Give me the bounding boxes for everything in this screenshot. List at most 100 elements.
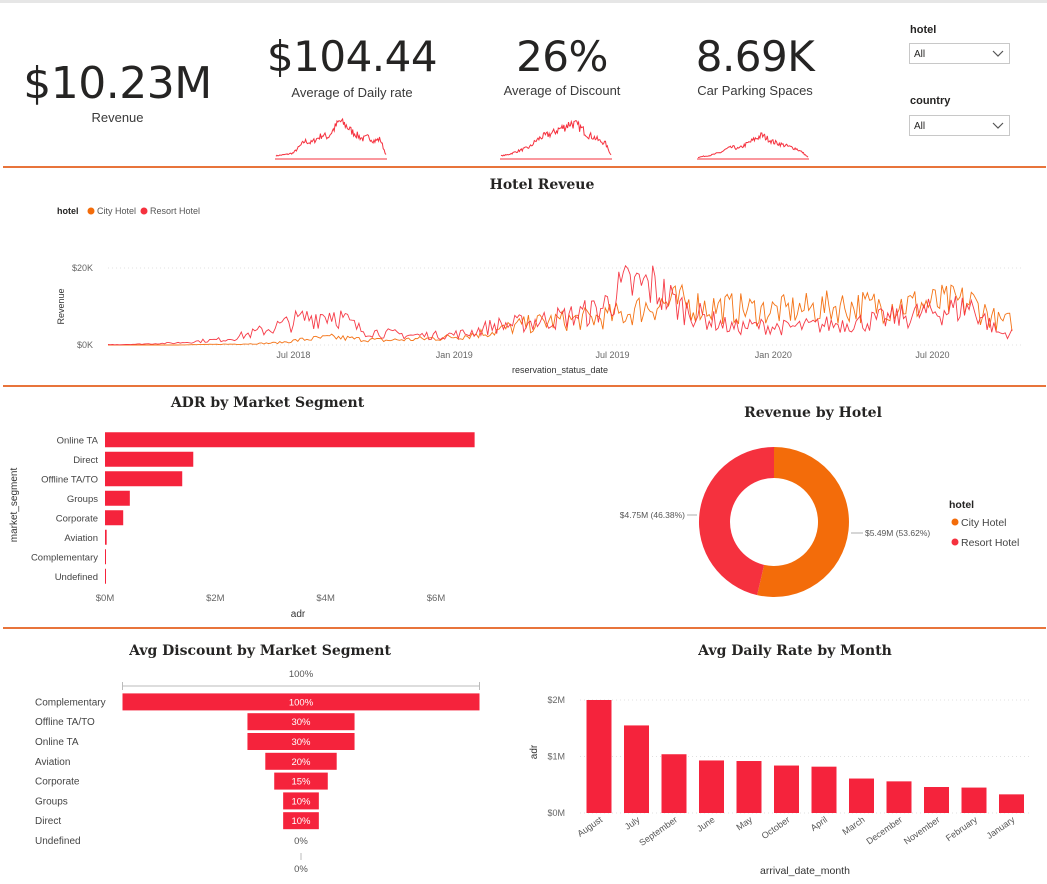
x-tick-label: Jan 2020 (755, 350, 792, 360)
bar (624, 725, 649, 813)
pie-data-label: $5.49M (53.62%) (865, 528, 930, 538)
x-axis-label: reservation_status_date (512, 365, 608, 375)
funnel-category-label: Corporate (35, 777, 80, 788)
bar (105, 510, 124, 526)
bar (961, 787, 987, 813)
legend-title: hotel (57, 206, 79, 216)
bar (886, 781, 912, 813)
y-tick-label: $1M (547, 752, 565, 762)
country-slicer-value: All (914, 121, 926, 132)
x-tick-label: April (809, 814, 829, 833)
bar-category-label: Corporate (56, 513, 98, 524)
hotel-revenue-title: Hotel Reveue (489, 177, 595, 193)
funnel-category-label: Aviation (35, 757, 70, 768)
funnel-data-label: 20% (291, 757, 311, 768)
discount-value: 26% (516, 32, 608, 81)
funnel-bar (265, 752, 337, 770)
funnel-bar (283, 792, 319, 810)
daily-rate-label: Average of Daily rate (291, 85, 413, 100)
country-slicer-dropdown[interactable]: All (909, 115, 1010, 136)
bar (105, 529, 107, 545)
revenue-hotel-chart: $5.49M (53.62%) $4.75M (46.38%) hotel City … (620, 447, 1019, 597)
legend-label: City Hotel (961, 517, 1007, 529)
x-tick-label: Jan 2019 (436, 350, 473, 360)
bar (849, 778, 874, 813)
y-tick-label: $2M (547, 695, 565, 705)
funnel-data-label: 10% (291, 816, 311, 827)
sparkline-series (697, 132, 809, 158)
funnel-bottom-label: 0% (294, 864, 308, 875)
x-tick-label: $0M (96, 593, 115, 604)
x-tick-label: July (623, 814, 642, 832)
legend-label: City Hotel (97, 206, 136, 216)
funnel-data-label: 100% (289, 697, 314, 708)
x-tick-label: Jul 2018 (276, 350, 310, 360)
x-tick-label: August (575, 814, 604, 839)
chevron-down-icon (992, 50, 1004, 57)
hotel-slicer-value: All (914, 49, 926, 60)
pie-data-label: $4.75M (46.38%) (620, 510, 685, 520)
bar (661, 754, 687, 813)
funnel-category-label: Direct (35, 816, 61, 827)
bar (105, 471, 183, 487)
bar (924, 787, 949, 813)
series-line-city-hotel (108, 283, 1013, 346)
section-divider (3, 385, 1046, 387)
hotel-slicer-dropdown[interactable]: All (909, 43, 1010, 64)
x-tick-label: September (637, 814, 679, 847)
hotel-revenue-chart: hotel City Hotel Resort Hotel $0K $20K Revenu… (56, 206, 1022, 375)
funnel-category-label: Online TA (35, 737, 79, 748)
y-axis-label: adr (529, 744, 540, 759)
bar-category-label: Groups (67, 494, 98, 505)
y-axis-label: Revenue (56, 288, 66, 324)
x-tick-label: May (734, 814, 754, 832)
funnel-data-label: 10% (291, 796, 311, 807)
x-tick-label: Jul 2019 (595, 350, 629, 360)
legend-marker (140, 207, 148, 215)
discount-label: Average of Discount (503, 83, 621, 98)
x-axis-label: arrival_date_month (760, 865, 850, 877)
parking-sparkline (697, 132, 809, 160)
x-tick-label: March (840, 814, 866, 837)
funnel-bar (122, 693, 480, 711)
bar (999, 794, 1024, 813)
bar (811, 766, 837, 813)
bar (105, 490, 130, 506)
legend-title: hotel (949, 499, 974, 511)
x-tick-label: November (902, 814, 942, 846)
x-tick-label: Jul 2020 (915, 350, 949, 360)
bar-category-label: Direct (73, 455, 98, 466)
x-axis-label: adr (291, 609, 306, 620)
funnel-bar (247, 713, 355, 731)
funnel-bar (274, 772, 328, 790)
bar-category-label: Complementary (31, 552, 98, 563)
x-tick-label: December (864, 814, 904, 846)
section-divider (3, 166, 1046, 168)
legend-label: Resort Hotel (961, 537, 1019, 549)
daily-rate-sparkline (275, 117, 387, 160)
sparkline-series (275, 117, 387, 157)
series-line-resort-hotel (107, 264, 1013, 346)
funnel-bar (247, 733, 355, 750)
adr-segment-chart: Online TA Direct Offline TA/TO Groups Corpor… (9, 432, 475, 620)
bar-category-label: Undefined (55, 572, 98, 583)
pie-slice-city-hotel (757, 447, 849, 597)
bar-category-label: Aviation (64, 533, 98, 544)
funnel-category-label: Offline TA/TO (35, 717, 95, 728)
hotel-slicer-label: hotel (910, 24, 937, 36)
legend-label: Resort Hotel (150, 206, 200, 216)
revenue-value: $10.23M (23, 58, 212, 109)
top-border (0, 0, 1047, 3)
legend-marker (951, 538, 959, 546)
legend-marker (951, 518, 959, 526)
legend-marker (87, 207, 95, 215)
bar-category-label: Online TA (57, 435, 99, 446)
x-tick-label: $6M (427, 593, 446, 604)
x-tick-label: $2M (206, 593, 225, 604)
funnel-data-label: 0% (294, 836, 308, 847)
bar (774, 765, 799, 813)
x-tick-label: June (695, 814, 717, 833)
bar (105, 549, 106, 565)
x-tick-label: February (944, 814, 980, 843)
